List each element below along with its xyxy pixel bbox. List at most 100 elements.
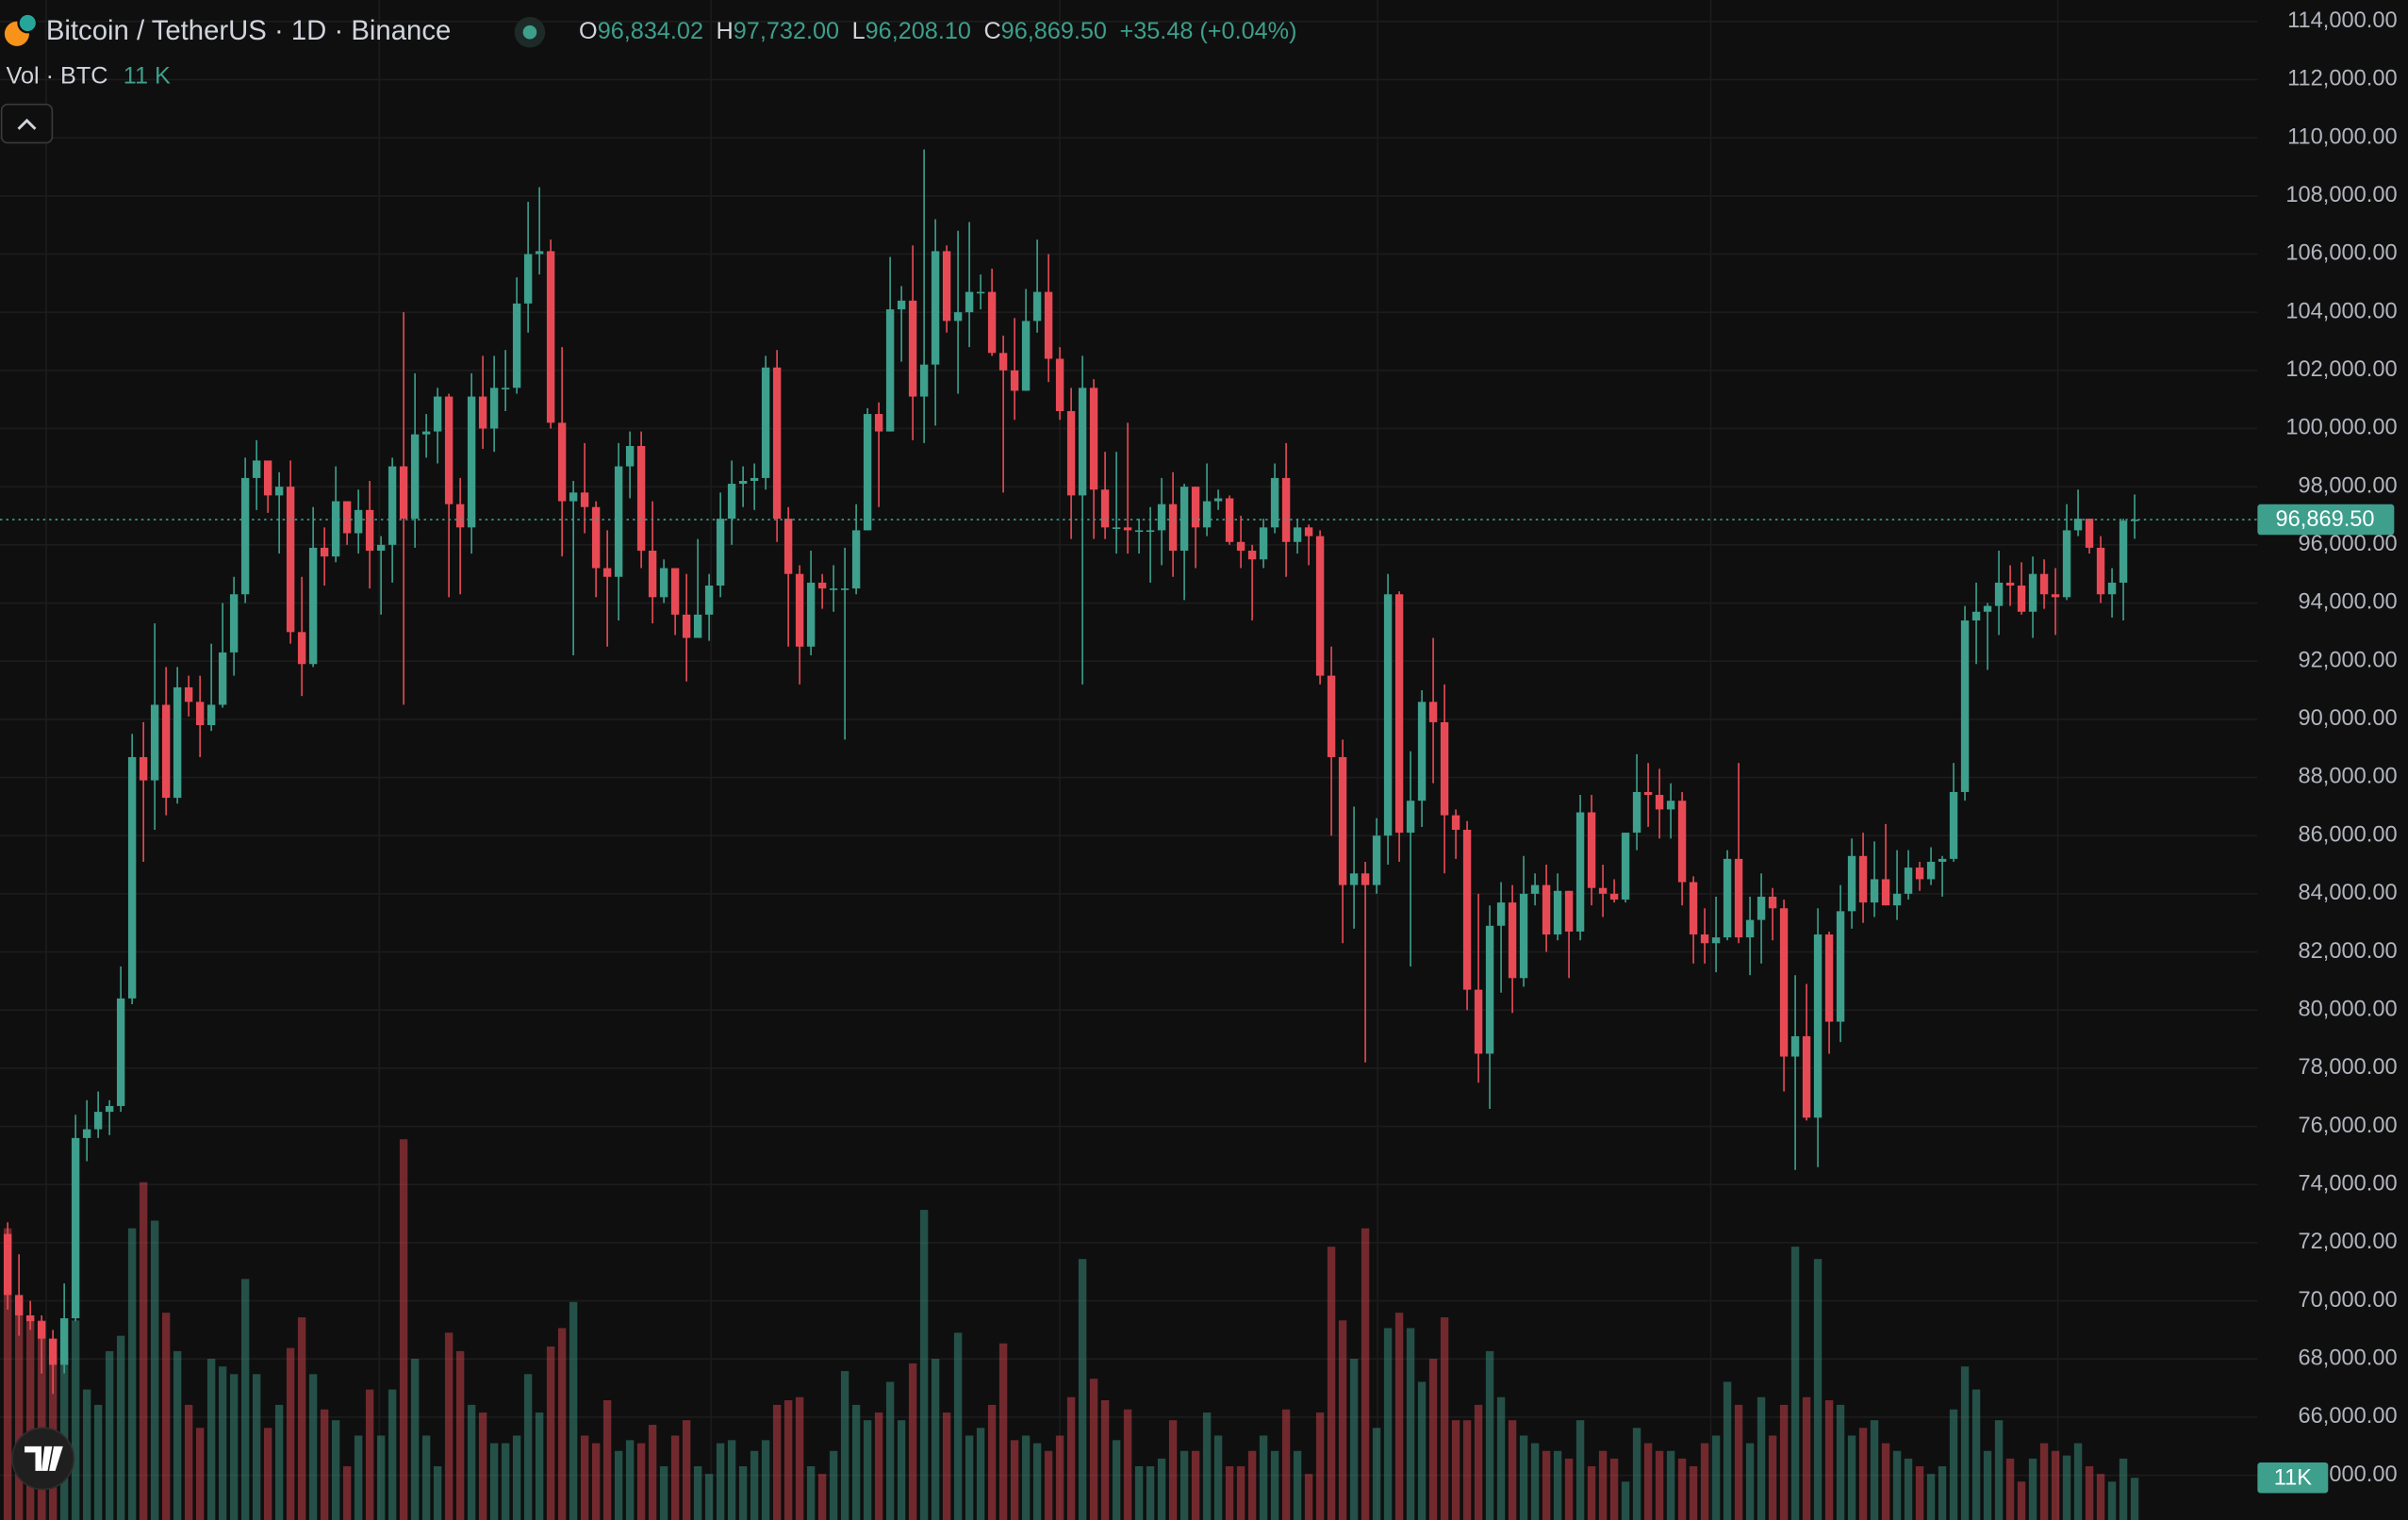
candle-body — [1100, 489, 1110, 528]
candle-body — [1824, 934, 1834, 1022]
candle-body — [2073, 519, 2083, 531]
volume-bar — [127, 1228, 137, 1520]
candle-body — [987, 291, 997, 354]
volume-bar — [1315, 1413, 1325, 1520]
volume-bar — [557, 1328, 567, 1520]
volume-bar — [2017, 1481, 2026, 1520]
volume-bar — [602, 1399, 612, 1520]
volume-bar — [1949, 1409, 1958, 1520]
volume-bar — [1270, 1450, 1279, 1520]
candle-body — [1858, 855, 1868, 903]
candle-body — [467, 396, 476, 528]
candle-body — [2062, 530, 2071, 598]
volume-bar — [1632, 1428, 1641, 1520]
candle-body — [1915, 867, 1924, 880]
volume-bar — [546, 1347, 555, 1520]
volume-bar — [1259, 1435, 1268, 1520]
y-tick-label: 102,000.00 — [2285, 357, 2397, 382]
volume-bar — [1123, 1409, 1132, 1520]
volume-bar — [614, 1450, 623, 1520]
volume-bar — [1824, 1399, 1834, 1520]
candle-body — [512, 303, 521, 388]
volume-bar — [1926, 1474, 1936, 1520]
candle-body — [1734, 858, 1743, 938]
logo-mark — [25, 1446, 63, 1471]
volume-bar — [727, 1440, 736, 1520]
volume-bar — [2096, 1474, 2105, 1520]
candle-body — [1938, 858, 1947, 862]
volume-bar — [2130, 1478, 2139, 1520]
y-tick-label: 66,000.00 — [2299, 1404, 2398, 1429]
volume-bar — [376, 1435, 386, 1520]
volume-bar — [444, 1332, 454, 1520]
candle-body — [1236, 541, 1245, 551]
volume-bar — [738, 1466, 748, 1520]
candle-body — [433, 396, 442, 432]
volume-bar — [1451, 1420, 1460, 1520]
candle-body — [173, 686, 182, 799]
candle-body — [1587, 812, 1596, 888]
candle-body — [1361, 873, 1370, 885]
candle-body — [2051, 594, 2060, 598]
candle-body — [1508, 902, 1517, 979]
candle-body — [388, 466, 397, 545]
volume-bar — [1281, 1409, 1291, 1520]
last-price-tag: 96,869.50 — [2276, 507, 2375, 532]
volume-bar — [1089, 1379, 1098, 1520]
volume-bar — [331, 1420, 340, 1520]
volume-bar — [1575, 1420, 1585, 1520]
volume-bar — [501, 1443, 510, 1520]
y-tick-label: 100,000.00 — [2285, 416, 2397, 440]
candle-body — [772, 367, 782, 520]
volume-bar — [252, 1374, 261, 1520]
candle-body — [354, 509, 363, 534]
candle-body — [1960, 620, 1970, 792]
candle-body — [1315, 536, 1325, 676]
candle-body — [93, 1112, 103, 1130]
volume-bar — [659, 1466, 668, 1520]
collapse-button[interactable] — [0, 103, 54, 144]
volume-bar — [116, 1335, 125, 1520]
candle-body — [1949, 791, 1958, 859]
header: Bitcoin / TetherUS · 1D · Binance O96,83… — [0, 12, 1297, 144]
candle-body — [523, 254, 533, 304]
candle-body — [1904, 867, 1913, 894]
volume-bar — [1428, 1359, 1438, 1520]
volume-bar — [1655, 1450, 1664, 1520]
candle-body — [1553, 890, 1562, 935]
y-tick-label: 94,000.00 — [2299, 590, 2398, 615]
candle-body — [1066, 410, 1076, 496]
candle-body — [817, 582, 827, 589]
candle-body — [750, 477, 759, 481]
volume-bar — [25, 1317, 35, 1520]
volume-bar — [2005, 1458, 2015, 1520]
candle-body — [1078, 388, 1087, 496]
candle-body — [240, 477, 250, 595]
candle-body — [591, 506, 601, 569]
candle-body — [1281, 477, 1291, 542]
candle-body — [2005, 582, 2015, 587]
volume-bar — [931, 1359, 940, 1520]
volume-bar — [82, 1389, 91, 1520]
candle-body — [1428, 702, 1438, 722]
candle-body — [704, 586, 714, 615]
volume-bar — [670, 1435, 680, 1520]
volume-bar — [399, 1139, 408, 1520]
candle-body — [1542, 884, 1551, 935]
volume-bar — [840, 1371, 849, 1520]
candle-body — [919, 364, 929, 397]
volume-bar — [1892, 1450, 1902, 1520]
candle-body — [1530, 884, 1540, 894]
legend-value: 96,834.02 — [598, 18, 703, 44]
candle-body — [682, 614, 691, 638]
candle-body — [1213, 498, 1223, 502]
volume-bar — [2051, 1450, 2060, 1520]
volume-bar — [173, 1350, 182, 1520]
candle-body — [2107, 582, 2117, 595]
volume-bar — [1179, 1450, 1189, 1520]
volume-bar — [569, 1301, 578, 1520]
candle-body — [1010, 370, 1019, 391]
volume-bar — [421, 1435, 431, 1520]
